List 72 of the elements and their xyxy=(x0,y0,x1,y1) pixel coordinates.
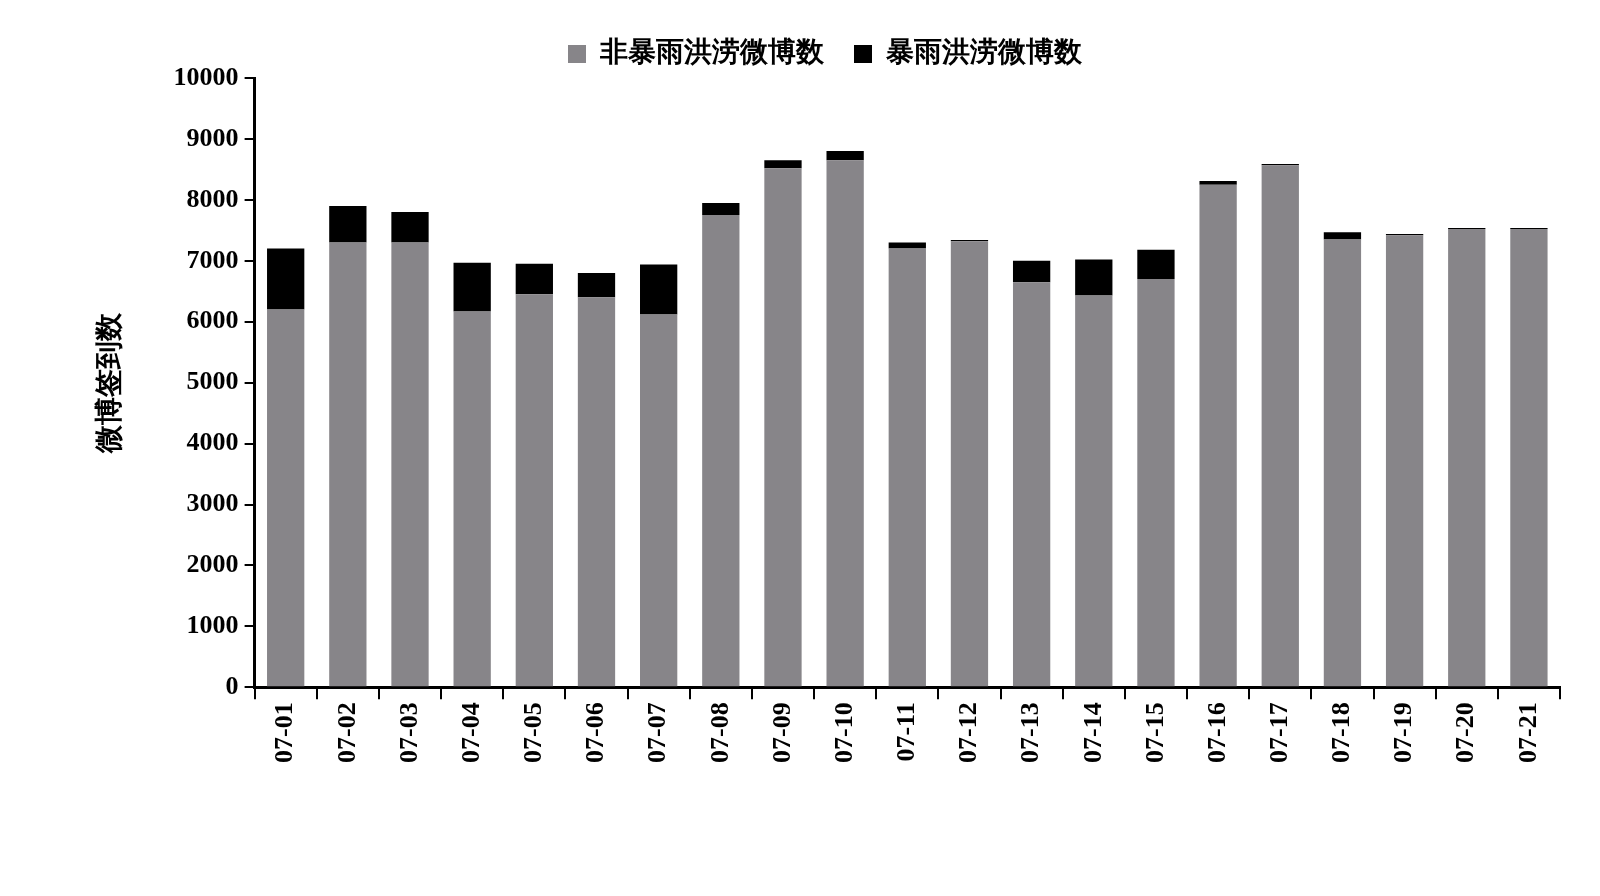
x-tick-label: 07-09 xyxy=(766,702,796,764)
bar xyxy=(453,311,491,687)
x-tick-label: 07-17 xyxy=(1263,702,1293,764)
x-tick-label: 07-15 xyxy=(1139,702,1169,764)
x-tick-label: 07-10 xyxy=(828,702,858,764)
y-tick-label: 1000 xyxy=(186,610,239,640)
x-tick-label: 07-21 xyxy=(1512,702,1542,764)
x-tick-label: 07-14 xyxy=(1077,702,1107,764)
x-tick-label: 07-16 xyxy=(1201,702,1231,764)
x-tick-label: 07-05 xyxy=(518,702,548,764)
bar xyxy=(888,248,926,687)
x-tick-label: 07-20 xyxy=(1450,702,1480,764)
bar xyxy=(391,212,429,243)
bar xyxy=(1323,239,1362,687)
bar xyxy=(329,242,367,687)
y-tick-label: 5000 xyxy=(186,366,239,396)
bar xyxy=(453,262,491,312)
bar xyxy=(1012,282,1051,687)
bar xyxy=(515,294,553,687)
x-tick-label: 07-11 xyxy=(891,702,921,762)
bar xyxy=(1199,180,1237,185)
bar xyxy=(1323,232,1362,240)
x-tick-label: 07-06 xyxy=(580,702,610,764)
bar xyxy=(1199,184,1237,687)
legend-label: 非暴雨洪涝微博数 xyxy=(599,36,825,68)
x-tick-label: 07-18 xyxy=(1326,702,1356,764)
bar xyxy=(267,309,305,687)
y-tick-label: 0 xyxy=(225,671,239,701)
bar xyxy=(1261,165,1299,687)
bar xyxy=(764,168,802,687)
bar xyxy=(826,151,864,161)
bar xyxy=(826,160,864,687)
x-tick-label: 07-07 xyxy=(642,702,672,764)
bar xyxy=(1012,260,1051,283)
bar xyxy=(702,202,740,216)
bar xyxy=(329,205,367,243)
bar xyxy=(702,215,740,687)
legend-label: 暴雨洪涝微博数 xyxy=(885,36,1083,68)
bar xyxy=(577,272,616,298)
x-tick-label: 07-12 xyxy=(953,702,983,764)
bar xyxy=(577,297,616,687)
bar xyxy=(267,248,305,310)
x-tick-label: 07-13 xyxy=(1015,702,1045,764)
bar xyxy=(640,264,678,315)
x-tick-label: 07-19 xyxy=(1388,702,1418,764)
y-axis-title: 微博签到数 xyxy=(93,311,125,454)
bar xyxy=(640,314,678,687)
x-tick-label: 07-03 xyxy=(393,702,423,764)
bar xyxy=(1075,259,1113,296)
bar xyxy=(515,263,553,295)
bar xyxy=(1385,235,1424,687)
y-tick-label: 10000 xyxy=(173,61,239,91)
y-tick-label: 3000 xyxy=(186,488,239,518)
x-tick-label: 07-01 xyxy=(269,702,299,764)
bar xyxy=(950,241,989,687)
y-tick-label: 6000 xyxy=(186,305,239,335)
bar xyxy=(888,242,926,249)
bar xyxy=(1137,279,1175,687)
y-tick-label: 2000 xyxy=(186,549,239,579)
bar xyxy=(1075,295,1113,687)
x-tick-label: 07-02 xyxy=(331,702,361,764)
y-tick-label: 8000 xyxy=(186,183,239,213)
bar xyxy=(1137,249,1175,280)
x-tick-label: 07-08 xyxy=(704,702,734,764)
bar xyxy=(764,160,802,169)
bar xyxy=(391,242,429,687)
bar xyxy=(1448,229,1486,687)
y-tick-label: 7000 xyxy=(186,244,239,274)
y-tick-label: 4000 xyxy=(186,427,239,457)
x-tick-label: 07-04 xyxy=(455,702,485,764)
y-tick-label: 9000 xyxy=(186,122,239,152)
bar xyxy=(1510,229,1548,687)
